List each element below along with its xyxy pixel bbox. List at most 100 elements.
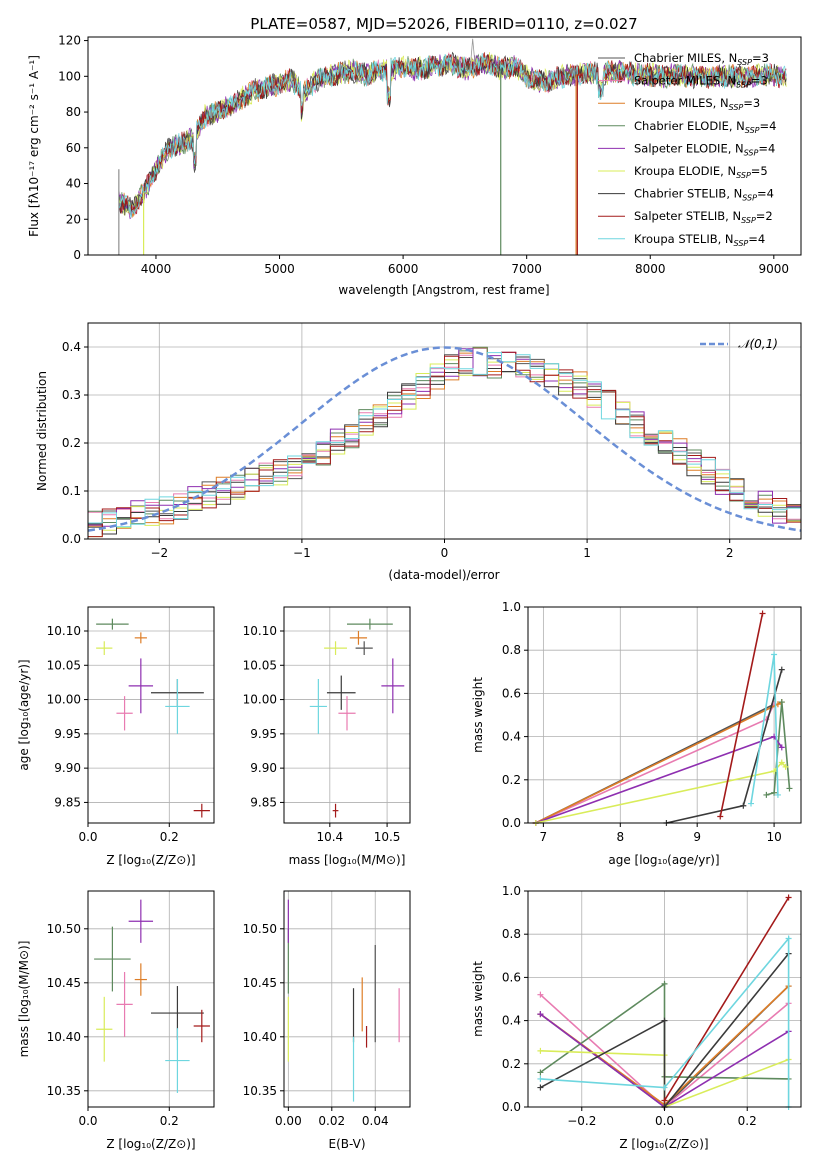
mass-weight-marker	[778, 699, 785, 706]
y-tick-label: 0.4	[62, 340, 81, 354]
y-tick-label: 10.00	[47, 693, 81, 707]
x-tick-label: −0.2	[567, 1114, 596, 1128]
mass-vs-z-plot-area	[87, 891, 214, 1107]
mass-weight-marker	[537, 1075, 544, 1082]
x-tick-label: −2	[150, 546, 168, 560]
errorbar-point	[96, 996, 113, 1062]
x-tick-label: 0.2	[160, 830, 179, 844]
mass-weight-series	[540, 936, 790, 1107]
y-tick-label: 10.50	[243, 922, 277, 936]
y-tick-label: 20	[66, 212, 81, 226]
legend-entry: Kroupa ELODIE, NSSP=5	[634, 164, 768, 180]
x-tick-label: 0	[441, 546, 449, 560]
histogram-plot-area	[87, 323, 802, 540]
mass-weight-vs-z-ticks: −0.2 0.0 0.2 0.0 0.2 0.4 0.6 0.8 1.0	[502, 884, 757, 1128]
y-tick-label: 0.4	[502, 1014, 521, 1028]
y-tick-label: 1.0	[502, 884, 521, 898]
errorbar-point	[332, 803, 339, 818]
mass-weight-vs-age-frame	[527, 606, 802, 824]
y-tick-label: 10.40	[47, 1030, 81, 1044]
errorbar-point	[165, 679, 190, 734]
legend-entry: Kroupa STELIB, NSSP=4	[634, 232, 765, 248]
y-tick-label: 100	[58, 69, 81, 83]
mass-weight-marker	[774, 791, 781, 798]
mass-weight-marker	[778, 744, 785, 751]
spectrum-series-line	[118, 52, 787, 219]
histogram-series	[87, 352, 801, 539]
y-tick-label: 0.0	[502, 1100, 521, 1114]
spectrum-xlabel: wavelength [Angstrom, rest frame]	[338, 283, 549, 297]
spectrum-legend: Chabrier MILES, NSSP=3 Salpeter MILES, NS…	[598, 51, 776, 248]
x-tick-label: 0.02	[318, 1114, 345, 1128]
mass-weight-marker	[785, 894, 792, 901]
normal-distribution-curve	[87, 346, 802, 532]
spectrum-panel: 4000 5000 6000 7000 8000 9000020406080100120 …	[27, 34, 802, 297]
mass-weight-marker	[778, 666, 785, 673]
y-tick-label: 9.85	[250, 795, 277, 809]
mass-vs-z-frame	[87, 890, 215, 1108]
y-tick-label: 0.0	[502, 816, 521, 830]
y-tick-label: 120	[58, 34, 81, 48]
mass-weight-marker	[537, 1011, 544, 1018]
y-tick-label: 0.4	[502, 730, 521, 744]
errorbar-point	[355, 641, 373, 655]
y-tick-label: 0.2	[502, 773, 521, 787]
normal-legend-label: 𝒩(0,1)	[738, 337, 778, 351]
mass-vs-ebv-panel: 0.00 0.02 0.04 10.35 10.40 10.45 10.50 E(B-V)	[243, 890, 411, 1151]
y-tick-label: 9.85	[54, 795, 81, 809]
x-tick-label: 0.2	[738, 1114, 757, 1128]
mass-weight-vs-age-xlabel: age [log₁₀(age/yr)]	[608, 853, 719, 867]
age-vs-mass-plot-area	[284, 607, 410, 823]
y-tick-label: 10.35	[47, 1084, 81, 1098]
age-vs-mass-ticks: 10.4 10.5 9.85 9.90 9.95 10.00 10.05 10.10	[243, 624, 401, 844]
mass-weight-series	[766, 701, 791, 796]
mass-weight-marker	[537, 991, 544, 998]
errorbar-point	[96, 618, 129, 630]
errorbar-point	[128, 899, 154, 943]
errorbar-point	[165, 1028, 190, 1093]
age-vs-mass-frame	[283, 606, 411, 824]
errorbar-point	[128, 658, 154, 714]
mass-vs-z-xlabel: Z [log₁₀(Z/Z⊙)]	[106, 1137, 195, 1151]
x-tick-label: 0.04	[362, 1114, 389, 1128]
x-tick-label: 9000	[759, 262, 790, 276]
histogram-xlabel: (data-model)/error	[388, 568, 499, 582]
spectrum-frame	[87, 36, 802, 256]
legend-entry: Salpeter ELODIE, NSSP=4	[634, 141, 775, 157]
y-tick-label: 0.8	[502, 643, 521, 657]
y-tick-label: 0.8	[502, 927, 521, 941]
spectrum-ticks: 4000 5000 6000 7000 8000 9000 0 20 40 60 80 100 120	[58, 34, 789, 276]
histogram-ticks: −2 −1 0 1 2 0.0 0.1 0.2 0.3 0.4	[62, 340, 734, 560]
mass-weight-marker	[763, 791, 770, 798]
y-tick-label: 10.40	[243, 1030, 277, 1044]
mass-weight-series	[535, 761, 787, 824]
x-tick-label: 7000	[511, 262, 542, 276]
mass-weight-marker	[661, 1084, 668, 1091]
x-tick-label: 0.0	[78, 1114, 97, 1128]
y-tick-label: 0.2	[502, 1057, 521, 1071]
mass-vs-ebv-xlabel: E(B-V)	[328, 1137, 365, 1151]
x-tick-label: 0.2	[160, 1114, 179, 1128]
mass-weight-vs-age-plot-area	[528, 606, 801, 826]
mass-weight-marker	[661, 1097, 668, 1104]
age-vs-z-ticks: 0.0 0.2 9.85 9.90 9.95 10.00 10.05 10.10	[47, 624, 179, 844]
errorbar-point	[134, 632, 147, 644]
errorbar-point	[349, 631, 368, 645]
x-tick-label: 5000	[264, 262, 295, 276]
mass-weight-vs-z-ylabel: mass weight	[471, 961, 485, 1037]
errorbar-point	[193, 1009, 210, 1043]
histogram-series	[87, 356, 801, 539]
mass-vs-ebv-frame	[283, 890, 411, 1108]
y-tick-label: 1.0	[502, 600, 521, 614]
y-tick-label: 10.35	[243, 1084, 277, 1098]
errorbar-point	[326, 675, 356, 710]
x-tick-label: 10	[766, 830, 781, 844]
histogram-series	[87, 351, 801, 539]
y-tick-label: 10.10	[243, 624, 277, 638]
age-vs-z-panel: 0.0 0.2 9.85 9.90 9.95 10.00 10.05 10.10 Z [log…	[17, 606, 215, 867]
mass-weight-marker	[740, 802, 747, 809]
y-tick-label: 0.3	[62, 388, 81, 402]
halpha-emission-line	[469, 38, 476, 73]
y-tick-label: 10.00	[243, 693, 277, 707]
mass-weight-vs-z-plot-area	[528, 890, 801, 1110]
